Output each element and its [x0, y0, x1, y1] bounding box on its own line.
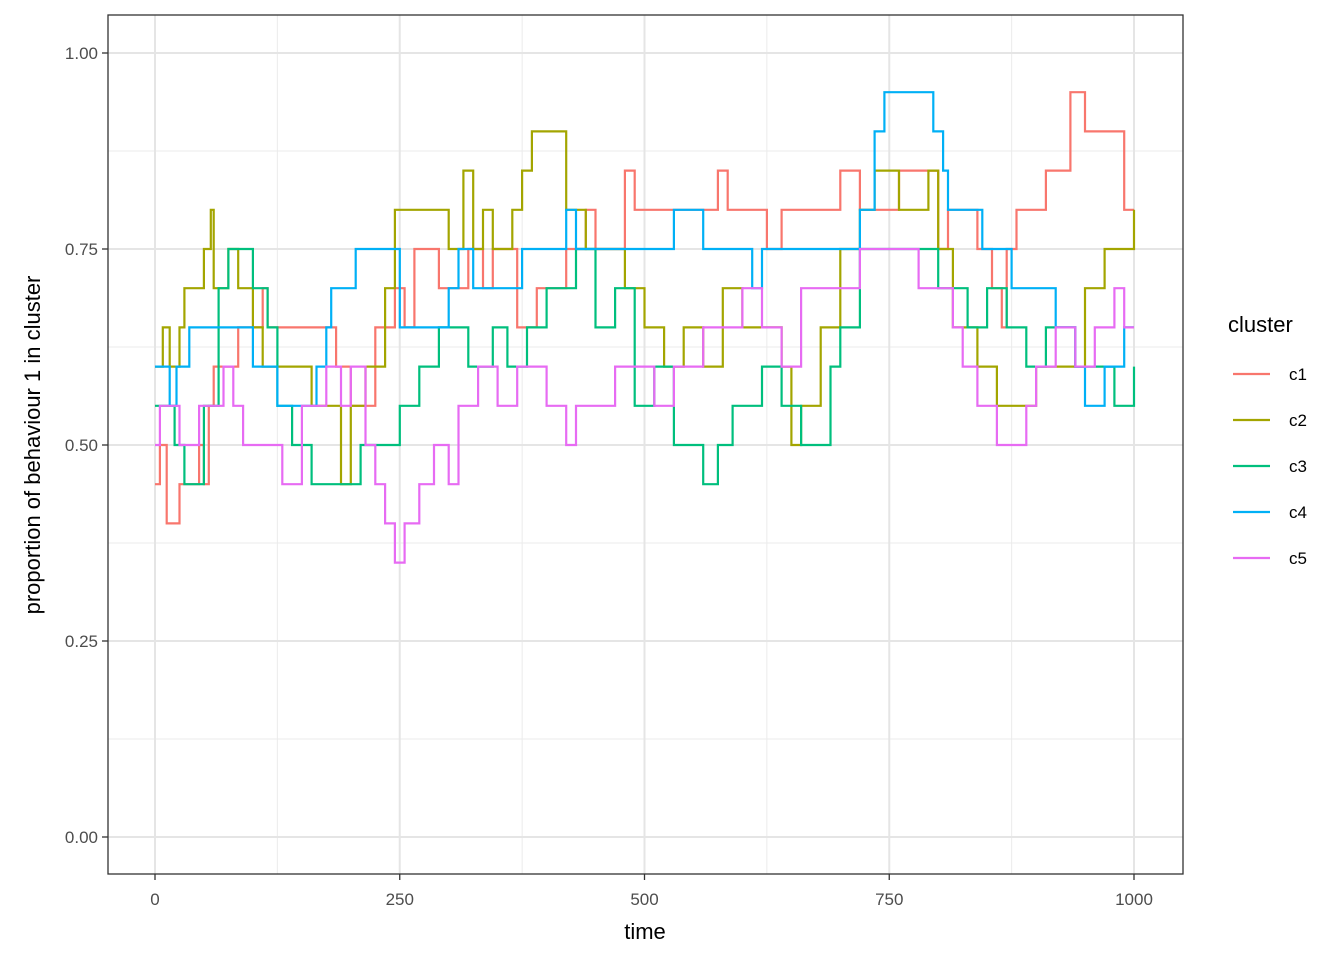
- y-tick-label: 0.50: [65, 436, 98, 455]
- x-tick-label: 1000: [1115, 890, 1153, 909]
- x-axis-title: time: [624, 919, 666, 944]
- legend-item-c4: c4: [1233, 503, 1307, 522]
- x-tick-label: 250: [386, 890, 414, 909]
- legend-label: c1: [1289, 365, 1307, 384]
- legend-title: cluster: [1228, 312, 1293, 337]
- series-line-c4: [155, 91, 1134, 407]
- series-lines: [155, 91, 1136, 564]
- series-line-c3: [155, 247, 1136, 486]
- series-line-c2: [155, 130, 1136, 486]
- x-tick-label: 0: [150, 890, 159, 909]
- y-axis: 0.00 0.25 0.50 0.75 1.00: [65, 44, 108, 847]
- y-tick-label: 0.00: [65, 828, 98, 847]
- x-axis: 0 250 500 750 1000: [150, 874, 1153, 909]
- series-line-c5: [155, 247, 1134, 564]
- legend-label: c4: [1289, 503, 1307, 522]
- y-tick-label: 0.25: [65, 632, 98, 651]
- legend-label: c3: [1289, 457, 1307, 476]
- legend-label: c5: [1289, 549, 1307, 568]
- legend: cluster c1 c2 c3 c4 c5: [1228, 312, 1307, 568]
- x-tick-label: 500: [630, 890, 658, 909]
- x-tick-label: 750: [875, 890, 903, 909]
- legend-item-c1: c1: [1233, 365, 1307, 384]
- legend-label: c2: [1289, 411, 1307, 430]
- y-tick-label: 0.75: [65, 240, 98, 259]
- y-tick-label: 1.00: [65, 44, 98, 63]
- legend-item-c2: c2: [1233, 411, 1307, 430]
- legend-item-c3: c3: [1233, 457, 1307, 476]
- legend-item-c5: c5: [1233, 549, 1307, 568]
- y-axis-title: proportion of behaviour 1 in cluster: [20, 276, 45, 615]
